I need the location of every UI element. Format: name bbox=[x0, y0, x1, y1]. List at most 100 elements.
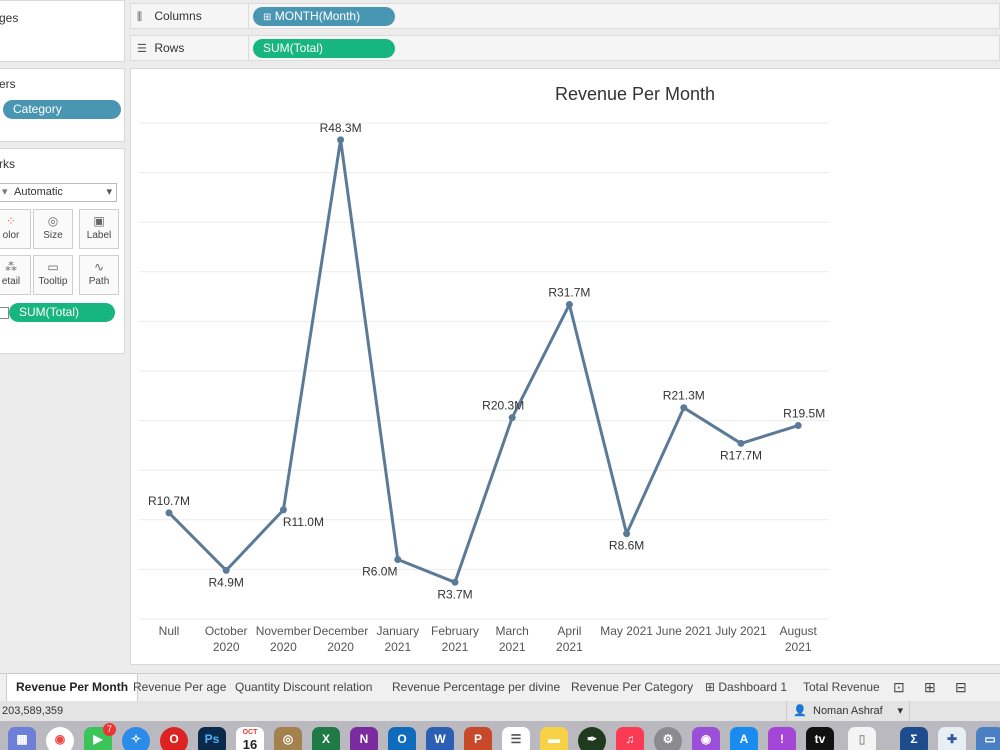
data-point[interactable] bbox=[451, 578, 459, 586]
data-point[interactable] bbox=[165, 509, 173, 517]
data-point[interactable] bbox=[222, 566, 230, 574]
label-button[interactable]: ▣ Label bbox=[79, 209, 119, 249]
settings-icon[interactable]: ⚙ bbox=[654, 727, 682, 750]
mark-checkbox[interactable] bbox=[0, 307, 9, 319]
tab-quantity-discount-relation[interactable]: Quantity Discount relation bbox=[235, 674, 372, 701]
sum-total-row-pill[interactable]: SUM(Total) bbox=[253, 39, 395, 58]
size-button[interactable]: ◎ Size bbox=[33, 209, 73, 249]
tab-revenue-per-month[interactable]: Revenue Per Month bbox=[6, 674, 139, 701]
columns-shelf: ⫼ Columns ⊞ MONTH(Month) bbox=[130, 3, 1000, 29]
tooltip-label: Tooltip bbox=[38, 276, 68, 287]
tab-revenue-percentage-per-divine[interactable]: Revenue Percentage per divine bbox=[392, 674, 560, 701]
user-menu[interactable]: 👤 Noman Ashraf ▾ bbox=[786, 701, 910, 721]
filters-title: ers bbox=[0, 77, 16, 91]
marks-panel: rks ▾ Automatic ▾ ⁘ olor ◎ Size ▣ Label … bbox=[0, 148, 125, 354]
revenue-line-chart: Revenue Per Month Null October 2020 Novembe… bbox=[139, 84, 829, 654]
safari-icon[interactable]: ✧ bbox=[122, 727, 150, 750]
new-story-icon[interactable]: ⊟ bbox=[955, 679, 967, 695]
document-icon[interactable]: ▯ bbox=[848, 727, 876, 750]
data-label: R8.6M bbox=[609, 539, 644, 553]
data-point[interactable] bbox=[394, 555, 402, 563]
appletv-icon[interactable]: tv bbox=[806, 727, 834, 750]
tab-revenue-per-age[interactable]: Revenue Per age bbox=[133, 674, 226, 701]
notes-icon[interactable]: ▬ bbox=[540, 727, 568, 750]
data-point[interactable] bbox=[737, 439, 745, 447]
size-label: Size bbox=[43, 230, 63, 241]
x-tick-label: November 2020 bbox=[256, 624, 311, 654]
x-tick-label: April 2021 bbox=[556, 624, 583, 654]
color-button[interactable]: ⁘ olor bbox=[0, 209, 31, 249]
columns-label: Columns bbox=[154, 9, 202, 23]
month-column-pill[interactable]: ⊞ MONTH(Month) bbox=[253, 7, 395, 26]
new-dashboard-icon[interactable]: ⊞ bbox=[924, 679, 936, 695]
macos-dock: ▦ ◉ ▶ 7 ✧ O Ps OCT 16 ◎ X N O W P ☰ ▬ ✒ … bbox=[0, 721, 1000, 750]
feedback-icon[interactable]: ! bbox=[768, 727, 796, 750]
path-button[interactable]: ∿ Path bbox=[79, 255, 119, 295]
rows-icon: ☰ bbox=[137, 43, 147, 55]
data-label: R48.3M bbox=[320, 121, 362, 135]
mark-type-dropdown[interactable]: ▾ Automatic ▾ bbox=[0, 183, 117, 202]
tooltip-icon: ▭ bbox=[47, 260, 59, 274]
new-sheet-icon[interactable]: ⊡ bbox=[893, 679, 905, 695]
label-icon: ▣ bbox=[93, 214, 105, 228]
appstore-icon[interactable]: A bbox=[730, 727, 758, 750]
data-label: R3.7M bbox=[437, 587, 472, 601]
calendar-month: OCT bbox=[242, 729, 258, 736]
x-tick-label: December 2020 bbox=[313, 624, 368, 654]
detail-label: etail bbox=[1, 276, 21, 287]
calendar-icon[interactable]: OCT 16 bbox=[236, 727, 264, 750]
user-name: Noman Ashraf bbox=[813, 705, 883, 717]
chevron-down-icon: ▾ bbox=[897, 705, 903, 717]
user-icon: 👤 bbox=[793, 705, 807, 717]
tab-revenue-per-category[interactable]: Revenue Per Category bbox=[571, 674, 693, 701]
data-label: R21.3M bbox=[663, 389, 705, 403]
x-tick-label: May 2021 bbox=[600, 624, 653, 638]
data-point[interactable] bbox=[337, 136, 345, 144]
reminders-icon[interactable]: ☰ bbox=[502, 727, 530, 750]
word-icon[interactable]: W bbox=[426, 727, 454, 750]
chrome-icon[interactable]: ◉ bbox=[46, 727, 74, 750]
music-icon[interactable]: ♫ bbox=[616, 727, 644, 750]
data-point[interactable] bbox=[680, 404, 688, 412]
data-label: R11.0M bbox=[283, 515, 324, 529]
category-filter-pill[interactable]: Category bbox=[3, 100, 121, 119]
notes-app-icon[interactable]: ◎ bbox=[274, 727, 302, 750]
data-point[interactable] bbox=[565, 301, 573, 309]
powerpoint-icon[interactable]: P bbox=[464, 727, 492, 750]
tab-dashboard-1[interactable]: ⊞ Dashboard 1 bbox=[705, 674, 787, 701]
data-label: R10.7M bbox=[148, 494, 190, 508]
data-point[interactable] bbox=[508, 414, 516, 422]
pen-icon[interactable]: ✒ bbox=[578, 727, 606, 750]
x-tick-label: August 2021 bbox=[780, 624, 818, 654]
expand-icon: ⊞ bbox=[263, 12, 272, 23]
tableau-icon[interactable]: ✚ bbox=[938, 727, 966, 750]
color-dots-icon: ⁘ bbox=[5, 214, 17, 228]
opera-icon[interactable]: O bbox=[160, 727, 188, 750]
sigma-icon[interactable]: Σ bbox=[900, 727, 928, 750]
tooltip-button[interactable]: ▭ Tooltip bbox=[33, 255, 73, 295]
rows-label: Rows bbox=[154, 41, 185, 55]
detail-icon: ⁂ bbox=[5, 260, 17, 274]
x-tick-label: June 2021 bbox=[656, 624, 712, 638]
status-bar: 203,589,359 👤 Noman Ashraf ▾ bbox=[0, 701, 1000, 721]
x-tick-label: March 2021 bbox=[496, 624, 529, 654]
detail-button[interactable]: ⁂ etail bbox=[0, 255, 31, 295]
outlook-icon[interactable]: O bbox=[388, 727, 416, 750]
tab-label: Dashboard 1 bbox=[718, 680, 788, 694]
tab-total-revenue[interactable]: Total Revenue bbox=[803, 674, 880, 701]
podcasts-icon[interactable]: ◉ bbox=[692, 727, 720, 750]
x-tick-label: January 2021 bbox=[376, 624, 419, 654]
data-label: R31.7M bbox=[548, 286, 590, 300]
sum-total-mark-pill[interactable]: SUM(Total) bbox=[9, 303, 115, 322]
x-tick-label: October 2020 bbox=[205, 624, 248, 654]
data-label: R17.7M bbox=[720, 448, 762, 462]
data-point[interactable] bbox=[794, 422, 802, 430]
onenote-icon[interactable]: N bbox=[350, 727, 378, 750]
data-point[interactable] bbox=[623, 530, 631, 538]
launchpad-icon[interactable]: ▦ bbox=[8, 727, 36, 750]
photoshop-icon[interactable]: Ps bbox=[198, 727, 226, 750]
preview-icon[interactable]: ▭ bbox=[976, 727, 1000, 750]
mark-type-value: Automatic bbox=[14, 186, 63, 198]
data-point[interactable] bbox=[279, 506, 287, 514]
excel-icon[interactable]: X bbox=[312, 727, 340, 750]
